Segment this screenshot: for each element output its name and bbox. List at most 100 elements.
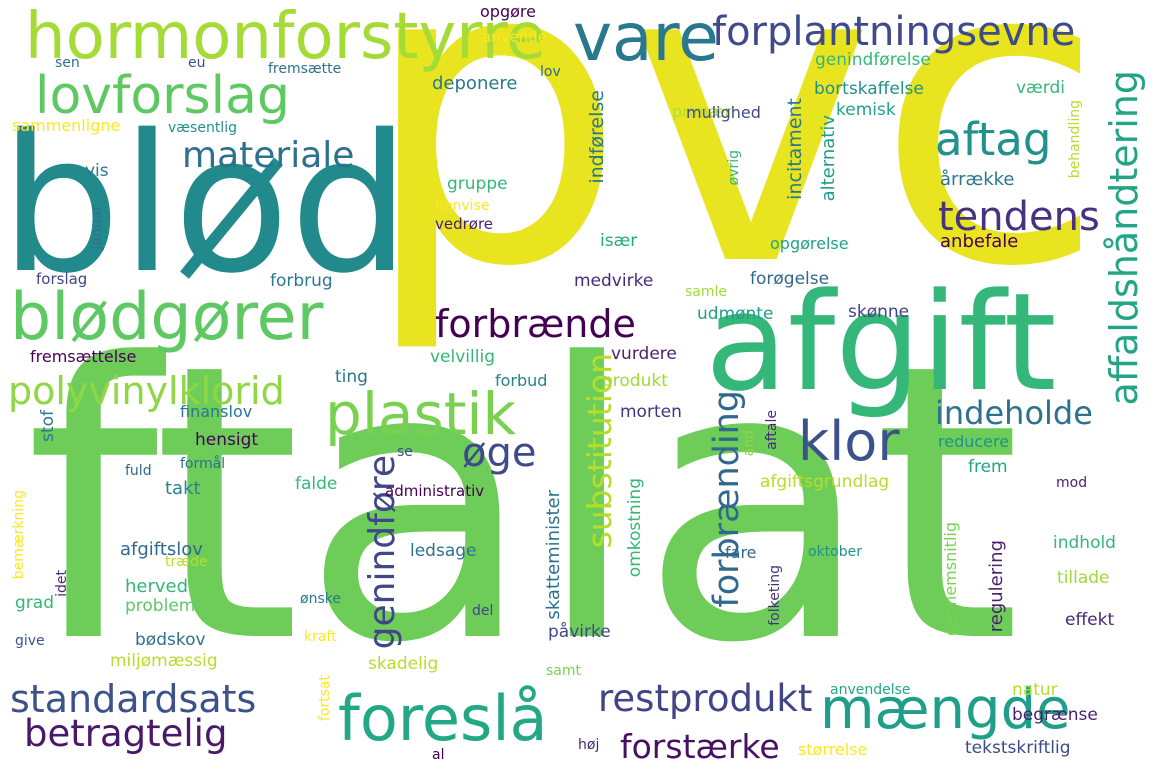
word: indhold [1053,533,1116,553]
word: medvirke [574,271,654,291]
word: opgøre [480,2,536,21]
word: mulighed [686,103,761,122]
word: vedrøre [435,215,494,233]
word: forbud [495,371,548,390]
word: deponere [432,73,518,94]
word: forøgelse [750,269,830,289]
word: tekstskriftlig [965,738,1071,758]
word: bemærkning [11,490,27,580]
word: forstærke [620,727,780,766]
word: natur [1012,680,1058,700]
word: forplantningsevne [712,9,1076,55]
word: genindførelse [815,50,931,70]
word: omkostning [625,478,645,578]
word: blødgører [10,280,324,355]
word: hormonforstyrre [25,0,546,74]
word: afgift [705,264,1057,421]
word: forbrug [270,271,333,291]
word: skadelig [368,654,439,674]
word: forbrænding [707,390,747,608]
word: se [397,444,413,460]
word: del [472,603,494,619]
word: morten [620,402,682,422]
word: fremsætte [268,61,342,77]
word: anvendelse [830,682,911,698]
word: indførelse [586,90,608,184]
word: kemisk [836,100,896,120]
word: værdi [1016,78,1065,98]
word: effekt [1065,610,1115,630]
word: gennemsnitlig [941,522,960,636]
word: regulering [986,540,1007,633]
word: primær [672,102,732,121]
word: lov [540,64,561,80]
word: formål [180,456,226,472]
word: tendens [938,194,1100,240]
word: folketing [767,565,783,626]
word: forslag [36,270,88,288]
word: fuld [125,463,152,479]
word: stof [38,410,58,442]
word: foreslå [338,682,548,755]
word: udmønte [697,304,774,324]
word: plastik [325,380,517,448]
word: påvirke [548,622,611,642]
word: årrække [940,169,1015,190]
word: lovforslag [35,66,290,126]
word: blød [0,94,411,315]
word: incitament [784,98,806,200]
word: reducere [938,432,1010,451]
word: oktober [808,544,862,560]
word: grad [15,593,54,613]
word: falde [295,474,338,494]
word: problem [125,596,196,616]
word: ledsage [410,541,477,561]
word: øge [462,430,537,476]
word: polyvinylklorid [8,369,285,413]
word: især [600,231,638,251]
word: ønske [300,591,341,607]
word: aftag [935,113,1052,166]
word: fare [725,543,757,562]
word: standardsats [10,677,257,721]
word: afgiftslov [120,539,203,560]
word: betragtelig [24,712,228,755]
word: høj [578,737,600,753]
word: indeholde [935,394,1093,432]
word: takt [165,478,201,499]
word: finanslov [180,402,253,421]
word: administrativ [385,482,485,500]
word: ting [335,367,368,387]
word: størrelse [798,740,868,759]
word: gruppe [447,174,508,194]
word: behandling [1067,100,1083,179]
word: velvillig [430,347,495,367]
word: forbrænde [435,302,636,346]
word: væsentlig [168,120,237,136]
word: pvc [360,0,1107,359]
word: vare [573,0,719,76]
word: samle [685,284,728,300]
word: mængde [820,677,1071,742]
word: tillade [1057,568,1110,588]
word: bødskov [135,630,206,650]
word: produkt [602,371,668,391]
word: kraft [304,629,337,645]
word: bortskaffelse [814,79,924,99]
word: fortsat [317,675,333,722]
word: miljømæssig [110,651,218,671]
word: alternativ [818,115,839,202]
word: ftalat [25,283,1022,726]
word: frem [968,457,1008,477]
word: aftale [764,410,780,450]
word: al [432,747,445,763]
word: skønne [848,302,910,322]
word: and [741,430,757,457]
word: fremsættelse [30,347,137,366]
word: vurdere [611,344,677,364]
word: opgørelse [770,234,849,253]
word: give [15,633,45,649]
word: mod [1056,475,1088,491]
word: træde [165,554,208,570]
